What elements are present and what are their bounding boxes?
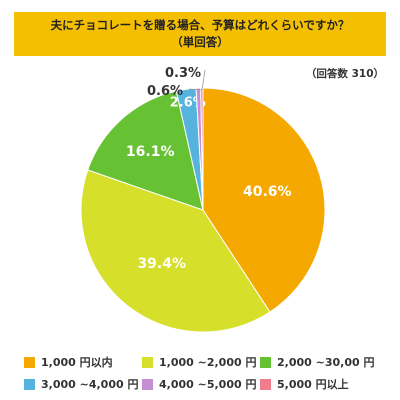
leader-line-2 — [201, 69, 206, 91]
leader-line-1 — [188, 88, 202, 91]
legend-label: 3,000 ~4,000 円 — [41, 378, 139, 391]
legend-swatch — [24, 378, 35, 390]
slice-label-3: 16.1% — [126, 144, 175, 160]
pie-slice-6 — [200, 87, 204, 211]
legend-swatch — [24, 356, 35, 368]
legend-item-3: 2,000 ~30,00 円 — [260, 354, 390, 370]
slice-label-6: 0.3% — [165, 66, 201, 81]
legend-item-4: 3,000 ~4,000 円 — [24, 376, 142, 392]
chart-title-line2: （単回答） — [171, 35, 229, 49]
legend-item-5: 4,000 ~5,000 円 — [142, 376, 260, 392]
slice-label-2: 39.4% — [137, 256, 186, 272]
legend-label: 1,000 円以内 — [41, 356, 113, 369]
respondent-count: （回答数 310） — [305, 68, 384, 80]
legend-item-2: 1,000 ~2,000 円 — [142, 354, 260, 370]
slice-label-1: 40.6% — [243, 184, 292, 200]
legend-label: 5,000 円以上 — [277, 378, 349, 391]
legend-label: 4,000 ~5,000 円 — [159, 378, 257, 391]
legend-swatch — [260, 378, 271, 390]
legend-item-6: 5,000 円以上 — [260, 376, 390, 392]
pie-slice-2 — [80, 169, 271, 333]
legend-label: 2,000 ~30,00 円 — [277, 356, 375, 369]
chart-title: 夫にチョコレートを贈る場合、予算はどれくらいですか？ （単回答） — [14, 12, 386, 56]
pie-slice-3 — [87, 90, 204, 211]
legend-item-1: 1,000 円以内 — [24, 354, 142, 370]
chart-title-line1: 夫にチョコレートを贈る場合、予算はどれくらいですか？ — [50, 18, 350, 32]
legend-swatch — [142, 378, 153, 390]
chart-legend: 1,000 円以内 1,000 ~2,000 円 2,000 ~30,00 円 3,0… — [24, 354, 384, 392]
legend-swatch — [260, 356, 271, 368]
slice-label-5: 0.6% — [147, 84, 183, 99]
legend-swatch — [142, 356, 153, 368]
legend-label: 1,000 ~2,000 円 — [159, 356, 257, 369]
